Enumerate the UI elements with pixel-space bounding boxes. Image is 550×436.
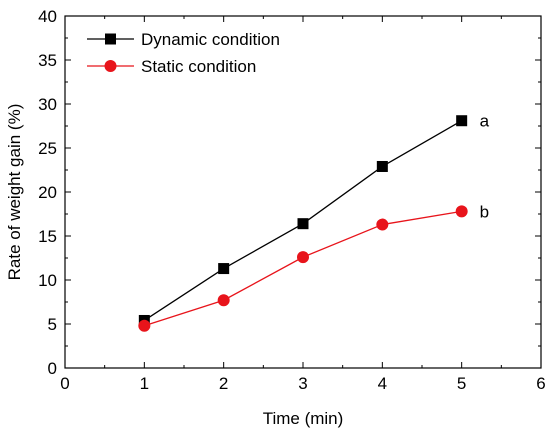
legend-label: Dynamic condition [141,30,280,49]
data-point [218,263,230,275]
axes: 0 1 2 3 4 5 6 0 5 10 15 20 25 30 35 40 [38,7,546,393]
legend-item: Static condition [87,57,256,76]
x-axis-title: Time (min) [263,409,344,428]
legend-marker [104,60,117,72]
x-tick-label: 1 [140,374,149,393]
y-tick-label: 30 [38,95,57,114]
y-axis-title: Rate of weight gain (%) [5,104,24,281]
x-tick-label: 0 [60,374,69,393]
y-tick-label: 0 [48,359,57,378]
legend: Dynamic condition Static condition [87,30,280,76]
y-tick-label: 10 [38,271,57,290]
data-point [376,218,389,231]
plot-frame [64,15,542,369]
data-point [376,160,388,172]
y-tick-label: 20 [38,183,57,202]
data-point [138,319,151,332]
data-point [455,205,468,218]
data-point [297,251,309,264]
x-tick-label: 3 [298,374,307,393]
data-point [297,218,309,230]
series-annotation: a [480,112,490,131]
x-tick-label: 5 [457,374,466,393]
legend-marker [105,33,116,45]
y-tick-label: 15 [38,227,57,246]
series-2 [138,205,468,332]
y-tick-label: 5 [48,315,57,334]
x-tick-label: 4 [378,374,387,393]
series-layer: ab [138,112,490,332]
series-1 [138,115,468,326]
series-annotation: b [480,202,489,221]
legend-item: Dynamic condition [87,30,280,49]
x-tick-label: 2 [219,374,228,393]
data-point [217,294,230,307]
y-tick-label: 35 [38,51,57,70]
x-tick-label: 6 [536,374,545,393]
y-tick-label: 25 [38,139,57,158]
y-tick-label: 40 [38,7,57,26]
data-point [456,115,468,127]
legend-label: Static condition [141,57,256,76]
